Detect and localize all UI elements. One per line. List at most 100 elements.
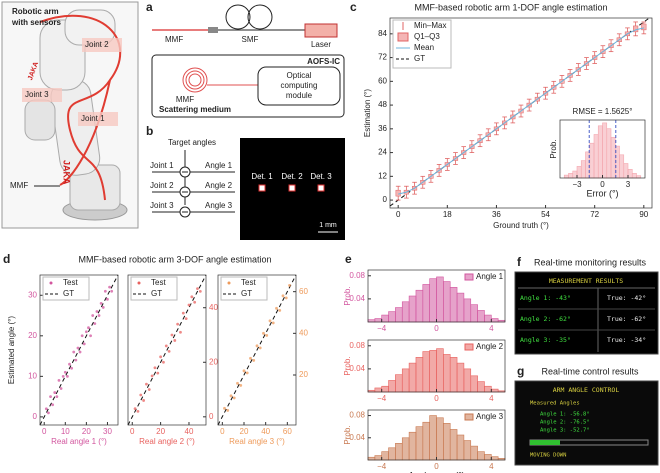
- fiber-cable: [39, 14, 122, 201]
- point: [229, 394, 233, 398]
- point: [80, 334, 84, 338]
- module-label: Optical: [287, 71, 312, 80]
- hist-bar: [395, 307, 403, 323]
- hist-bar: [580, 160, 586, 179]
- x-tick-label: 0: [396, 210, 401, 219]
- point: [252, 359, 256, 362]
- hist-bar: [563, 174, 569, 179]
- panel-b: Target angles Joint 1 Joint 2 Joint 3 An…: [150, 138, 345, 240]
- x-tick-label: −4: [377, 324, 387, 333]
- y-tick-label: 0.08: [349, 341, 365, 350]
- status: MOVING DOWN: [530, 453, 566, 459]
- screen-subheader: Measured Angles: [530, 401, 580, 407]
- joint-tag: [82, 38, 122, 52]
- hist-bar: [449, 287, 458, 323]
- x-axis-label: Angle error (°): [408, 470, 465, 473]
- legend-key: [397, 32, 409, 42]
- table-header: MEASUREMENT RESULTS: [549, 277, 623, 285]
- x-tick-label: 4: [489, 462, 494, 471]
- reading: Angle 1: -56.8°: [540, 412, 590, 418]
- cell: True: -42°: [607, 294, 646, 302]
- y-tick-label: 24: [378, 148, 387, 157]
- point: [164, 344, 168, 348]
- laser: [304, 23, 338, 38]
- point: [265, 334, 269, 337]
- x-tick-label: 4: [489, 324, 494, 333]
- point: [89, 334, 92, 338]
- hist-bar: [401, 368, 410, 393]
- y-axis-label: Estimated angle (°): [7, 316, 16, 384]
- point: [153, 366, 157, 370]
- point: [288, 284, 291, 287]
- legend-label: Mean: [414, 43, 434, 52]
- reading: Angle 2: -76.5°: [540, 420, 590, 426]
- point: [63, 370, 67, 374]
- legend-label: Test: [151, 278, 166, 287]
- hist-bar: [429, 350, 437, 393]
- legend-label: Angle 3: [476, 412, 504, 421]
- hist-bar: [408, 295, 417, 323]
- y-tick-label: 40: [299, 328, 308, 337]
- plot-frame: [127, 274, 207, 426]
- hist-bar: [610, 137, 616, 179]
- y-tick-label: 30: [28, 290, 37, 299]
- legend-label: Angle 2: [476, 342, 504, 351]
- point: [239, 384, 243, 387]
- point: [78, 350, 82, 354]
- x-axis-label: Real angle 1 (°): [51, 437, 107, 446]
- annotation: RMSE = 1.5625°: [573, 107, 633, 116]
- hist-bar: [443, 354, 451, 393]
- point: [249, 356, 252, 360]
- point: [184, 317, 188, 321]
- point: [136, 409, 140, 413]
- module-label: computing: [281, 81, 318, 90]
- point: [106, 297, 109, 301]
- point: [167, 349, 171, 353]
- y-tick-label: 12: [378, 171, 387, 180]
- panel-letter: c: [350, 0, 357, 14]
- label: Joint 1: [150, 161, 174, 170]
- hist-bar: [627, 169, 633, 179]
- hist-bar: [449, 429, 458, 461]
- hist-bar: [388, 447, 396, 461]
- panel-letter: g: [517, 364, 524, 378]
- panel-f: Real-time monitoring results MEASUREMENT…: [514, 257, 659, 355]
- panel-letter: b: [146, 124, 153, 138]
- legend-label: Test: [63, 278, 78, 287]
- point: [150, 374, 154, 378]
- point: [84, 330, 88, 334]
- y-axis-label: Prob.: [343, 425, 352, 444]
- hist-bar: [388, 311, 396, 323]
- legend-label: Min–Max: [414, 21, 446, 30]
- point: [187, 303, 191, 307]
- hist-bar: [470, 445, 478, 461]
- plot-frame: [217, 274, 297, 426]
- hist-bar: [484, 314, 492, 323]
- y-tick-label: 20: [28, 331, 37, 340]
- hist-bar: [456, 434, 465, 461]
- x-tick-label: −4: [377, 462, 387, 471]
- x-tick-label: −3: [572, 180, 582, 189]
- hist-bar: [593, 134, 599, 179]
- detectors: [258, 184, 325, 192]
- label: MMF: [176, 95, 194, 104]
- label: Joint 2: [150, 181, 174, 190]
- point: [76, 346, 80, 350]
- point: [133, 407, 137, 411]
- cell: True: -34°: [607, 336, 646, 344]
- hist-bar: [631, 173, 637, 179]
- x-tick-label: 0: [434, 462, 439, 471]
- point: [66, 374, 69, 378]
- hist-bar: [572, 170, 578, 179]
- point: [53, 391, 57, 394]
- point: [87, 326, 90, 330]
- hist-bar: [408, 431, 417, 461]
- point: [196, 287, 199, 291]
- x-axis-label: Error (°): [586, 188, 618, 198]
- cell: Angle 3: -35°: [520, 336, 571, 344]
- y-axis-label: Prob.: [343, 356, 352, 375]
- label: Scattering medium: [159, 105, 231, 114]
- point: [176, 322, 180, 326]
- hist-bar: [395, 443, 403, 461]
- label: Joint 3: [150, 201, 174, 210]
